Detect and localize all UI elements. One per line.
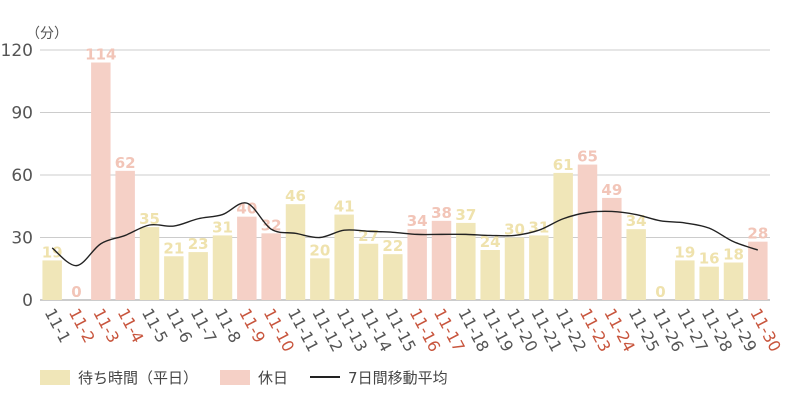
bar-value-label: 34 <box>407 212 428 230</box>
bar <box>675 260 695 300</box>
legend-weekday-label: 待ち時間（平日） <box>78 368 199 387</box>
legend-line-label: 7日間移動平均 <box>348 368 448 387</box>
bars <box>42 62 768 300</box>
legend-moving-average: 7日間移動平均 <box>310 367 448 388</box>
bar <box>456 222 476 300</box>
bar-value-label: 20 <box>309 241 330 259</box>
bar <box>91 62 111 300</box>
bar-value-label: 65 <box>577 148 598 166</box>
bar-value-label: 30 <box>504 221 525 239</box>
bar-value-label: 49 <box>601 181 622 199</box>
bar <box>480 250 500 300</box>
y-tick-label: 120 <box>1 41 33 61</box>
bar-value-label: 27 <box>358 227 379 245</box>
legend-line-swatch <box>310 376 341 378</box>
y-axis-ticks: 0 30 60 90 120 <box>1 41 33 311</box>
bar-value-label: 40 <box>236 200 257 218</box>
y-tick-label: 0 <box>22 291 33 311</box>
bar <box>42 260 62 300</box>
bar <box>334 214 354 300</box>
bar <box>261 233 281 300</box>
bar <box>188 252 208 300</box>
bar-value-label: 19 <box>42 243 63 261</box>
bar-value-label: 23 <box>188 235 209 253</box>
bar <box>504 237 525 300</box>
legend-holiday: 休日 <box>220 367 288 388</box>
legend-holiday-label: 休日 <box>258 368 289 387</box>
bar <box>553 172 573 300</box>
bar-value-label: 61 <box>553 156 574 174</box>
bar-value-label: 24 <box>480 233 501 251</box>
bar-value-label: 41 <box>334 198 355 216</box>
y-unit-label: （分） <box>26 26 68 42</box>
bar <box>699 266 719 300</box>
bar-value-label: 38 <box>431 204 452 222</box>
bar-value-label: 35 <box>139 210 160 228</box>
legend: 待ち時間（平日） 休日 7日間移動平均 <box>40 365 470 389</box>
bar-value-label: 46 <box>285 187 306 205</box>
y-tick-label: 90 <box>11 104 33 124</box>
bar-value-label: 22 <box>382 237 403 255</box>
bar <box>310 258 330 300</box>
bar <box>626 229 646 300</box>
bar-value-label: 34 <box>626 212 647 230</box>
bar-value-label: 28 <box>747 225 768 243</box>
bar <box>529 235 549 300</box>
bar <box>139 227 160 300</box>
gridlines <box>40 49 770 301</box>
bar <box>723 262 744 300</box>
bar-value-label: 0 <box>655 283 665 301</box>
bar <box>237 216 257 300</box>
legend-weekday: 待ち時間（平日） <box>40 367 198 388</box>
x-axis-ticks: 11-111-211-311-411-511-611-711-811-911-1… <box>41 305 785 355</box>
bar-value-label: 37 <box>455 206 476 224</box>
bar-value-label: 16 <box>699 250 720 268</box>
legend-weekday-swatch <box>40 369 70 385</box>
bar-value-label: 31 <box>212 218 233 236</box>
bar <box>577 164 598 300</box>
bar-value-label: 62 <box>115 154 136 172</box>
bar <box>602 197 622 300</box>
bar <box>285 204 306 300</box>
bar <box>407 229 427 300</box>
bar-value-label: 32 <box>261 216 282 234</box>
bar-value-label: 21 <box>163 239 184 257</box>
bar <box>383 254 403 300</box>
bar <box>431 220 452 300</box>
bar-value-label: 0 <box>71 283 81 301</box>
bar <box>748 241 768 300</box>
bar <box>164 256 184 300</box>
bar-value-label: 19 <box>674 243 695 261</box>
y-tick-label: 30 <box>11 229 33 249</box>
y-tick-label: 60 <box>11 166 33 186</box>
bar <box>358 243 379 300</box>
bar-value-label: 114 <box>85 46 116 64</box>
bar-value-label: 18 <box>723 246 744 264</box>
legend-holiday-swatch <box>220 369 251 385</box>
moving-average-line <box>51 202 759 267</box>
bar <box>212 235 233 300</box>
